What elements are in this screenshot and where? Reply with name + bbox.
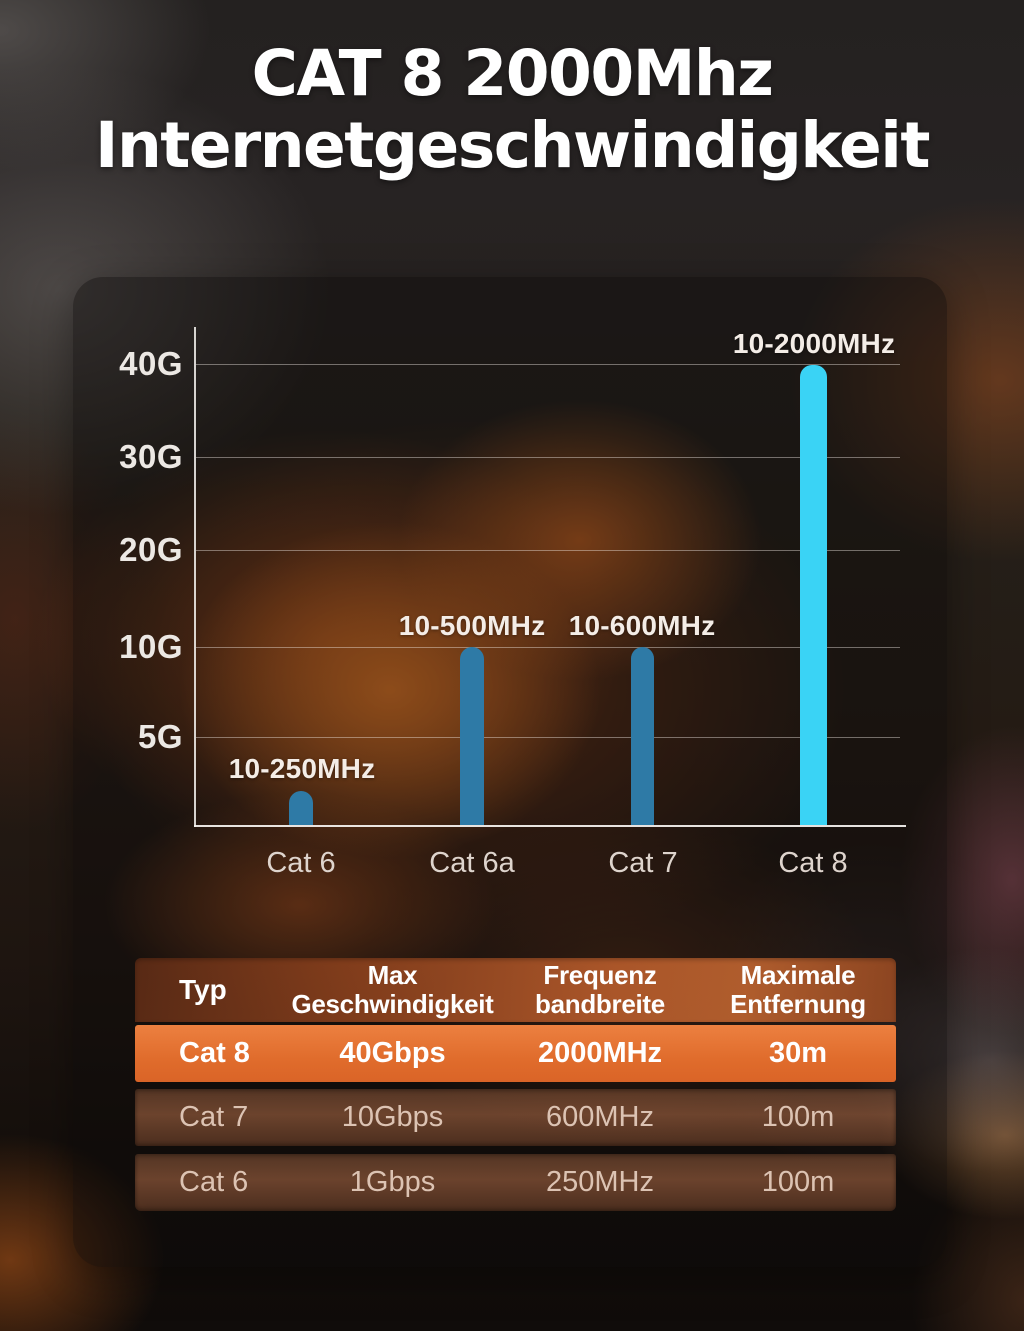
cell-speed: 40Gbps [339,1037,446,1069]
cell-typ: Cat 8 [179,1037,250,1069]
bar-cat6a [460,647,484,825]
bar-value-label-cat7: 10-600MHz [568,610,716,641]
x-tick-label-cat6: Cat 6 [266,847,336,879]
bar-value-label-cat8: 10-2000MHz [732,328,896,359]
bar-value-label-cat6: 10-250MHz [228,753,376,784]
col-header-maximale-entfernung: Maximale Entfernung [730,960,866,1019]
table-row-cat7: Cat 7 10Gbps 600MHz 100m [135,1089,896,1146]
table-header-row: Typ Max Geschwindigkeit Frequenz bandbre… [135,958,896,1022]
y-axis-line [194,327,196,827]
bar-cat8 [800,365,827,825]
cell-frequency: 2000MHz [537,1037,663,1069]
y-tick-label-40g: 40G [119,345,183,382]
table-row-cat6: Cat 6 1Gbps 250MHz 100m [135,1154,896,1211]
col-header-frequenzbandbreite: Frequenz bandbreite [535,960,665,1019]
x-tick-label-cat7: Cat 7 [608,847,678,879]
bar-value-label-cat6a: 10-500MHz [398,610,546,641]
cell-typ: Cat 6 [179,1166,249,1198]
y-tick-label-30g: 30G [119,438,183,475]
x-axis-line [194,825,906,827]
cell-distance: 100m [761,1101,835,1133]
y-tick-label-5g: 5G [137,718,183,755]
y-tick-label-10g: 10G [119,628,183,665]
y-tick-label-20g: 20G [119,531,183,568]
gridline-5g [196,737,900,738]
cell-frequency: 250MHz [546,1166,654,1198]
bar-cat6 [289,791,313,825]
cell-distance: 100m [761,1166,835,1198]
title-line-1: CAT 8 2000Mhz [251,37,774,110]
bar-cat7 [631,647,654,825]
cell-frequency: 600MHz [546,1101,654,1133]
cell-speed: 10Gbps [341,1101,444,1133]
spec-table: Typ Max Geschwindigkeit Frequenz bandbre… [135,958,896,1211]
cell-typ: Cat 7 [179,1101,249,1133]
gridline-10g [196,647,900,648]
gridline-20g [196,550,900,551]
gridline-40g [196,364,900,365]
table-row-cat8-highlighted: Cat 8 40Gbps 2000MHz 30m [135,1025,896,1082]
cell-speed: 1Gbps [349,1166,436,1198]
col-header-typ: Typ [179,974,227,1005]
title-line-2: Internetgeschwindigkeit [95,108,931,182]
x-tick-label-cat8: Cat 8 [778,847,848,879]
gridline-30g [196,457,900,458]
x-tick-label-cat6a: Cat 6a [429,847,515,879]
page-title: CAT 8 2000Mhz Internetgeschwindigkeit [0,38,1024,182]
col-header-max-geschwindigkeit: Max Geschwindigkeit [291,960,494,1019]
cell-distance: 30m [768,1037,828,1069]
